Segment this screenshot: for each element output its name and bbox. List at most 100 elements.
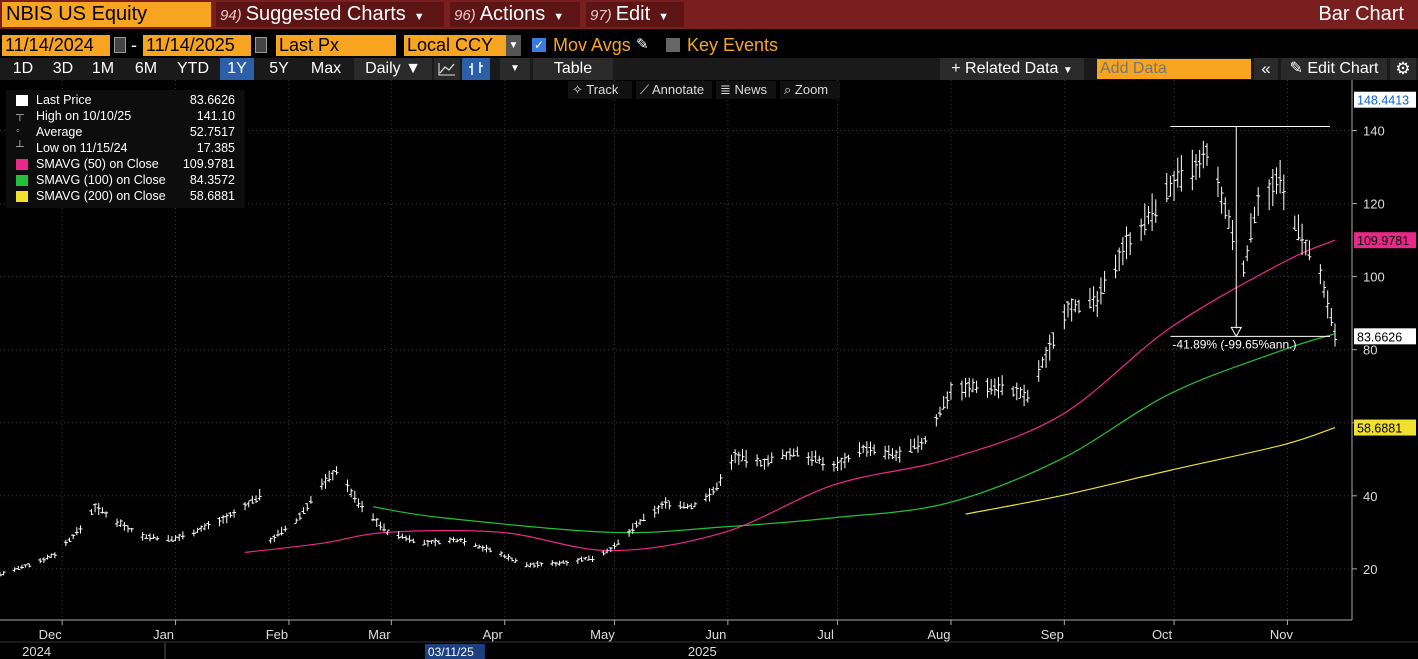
legend-value: 141.10 (196, 109, 235, 123)
annotate-tool[interactable]: ⟋ Annotate (636, 81, 712, 99)
gear-icon[interactable]: ⚙ (1390, 58, 1416, 80)
legend-name: Last Price (36, 93, 92, 107)
track-tool[interactable]: ✧ Track (568, 81, 632, 99)
menu-number: 97) (590, 7, 612, 24)
checkbox-checked-icon[interactable]: ✓ (532, 38, 546, 52)
legend-swatch (16, 159, 28, 170)
price-bar (1333, 323, 1337, 347)
checkbox-unchecked-icon[interactable] (666, 38, 680, 52)
annotation-label: -41.89% (-99.65%ann.) (1172, 337, 1296, 351)
y-value-tag-bg (1354, 91, 1416, 108)
legend-row[interactable]: Last Price 83.6626 (6, 92, 245, 108)
x-month-label: Mar (368, 627, 391, 642)
legend-row[interactable]: ┴ Low on 11/15/24 17.385 (6, 140, 245, 156)
price-field-select[interactable]: Last Px (276, 35, 396, 56)
price-bar (429, 539, 434, 544)
price-bar (612, 542, 617, 550)
price-bar (100, 507, 105, 514)
price-bar (67, 537, 72, 542)
period-button-6m[interactable]: 6M (134, 60, 158, 77)
legend-name: Low on 11/15/24 (36, 141, 128, 155)
avg-marker-icon: ◦ (16, 125, 20, 137)
price-bar (455, 538, 460, 543)
bar-chart-icon[interactable] (462, 58, 490, 80)
pencil-icon[interactable]: ✎ (636, 36, 649, 53)
table-button[interactable]: Table (533, 58, 613, 80)
frequency-select[interactable]: Daily ▼ (354, 58, 432, 80)
period-button-ytd[interactable]: YTD (177, 60, 209, 77)
legend-row[interactable]: SMAVG (200) on Close 58.6881 (6, 188, 245, 204)
price-bar (1062, 304, 1067, 330)
price-bar (268, 537, 273, 544)
price-bar (890, 448, 895, 460)
related-data-button[interactable]: + Related Data ▼ (940, 58, 1084, 80)
period-button-3d[interactable]: 3D (52, 60, 74, 77)
period-button-5y[interactable]: 5Y (269, 60, 289, 77)
price-bar (740, 448, 745, 462)
calendar-icon[interactable] (114, 37, 126, 53)
price-bar (974, 380, 979, 393)
start-date-input[interactable]: 11/14/2024 (2, 35, 110, 56)
price-bar (703, 493, 708, 502)
price-bar (627, 528, 632, 537)
price-bar (1018, 386, 1023, 399)
price-bar (916, 435, 921, 453)
price-bar (736, 451, 741, 465)
collapse-double-chevron-icon[interactable]: « (1254, 58, 1278, 80)
price-bar (23, 564, 28, 568)
price-bar (948, 382, 953, 400)
price-bar (1219, 186, 1224, 214)
legend-row[interactable]: ┬ High on 10/10/25 141.10 (6, 108, 245, 124)
add-data-input[interactable] (1097, 59, 1251, 79)
price-bar (352, 490, 357, 503)
caret-down-icon: ▼ (1062, 65, 1073, 76)
price-bar (1179, 155, 1184, 192)
price-bar (616, 539, 621, 546)
line-chart-icon[interactable] (434, 58, 460, 80)
zoom-tool[interactable]: ⌕ Zoom (780, 81, 840, 99)
ticker-field[interactable]: NBIS US Equity (2, 2, 211, 27)
key-events-label[interactable]: Key Events (687, 35, 779, 55)
price-bar (970, 378, 975, 393)
price-bar (1175, 157, 1180, 188)
price-bar (1215, 166, 1220, 198)
price-bar (129, 528, 134, 532)
price-bar (886, 445, 891, 460)
legend-row[interactable]: SMAVG (50) on Close 109.9781 (6, 156, 245, 172)
legend-row[interactable]: SMAVG (100) on Close 84.3572 (6, 172, 245, 188)
period-button-1y[interactable]: 1Y (220, 58, 254, 80)
price-bar (575, 558, 580, 564)
price-bar (246, 500, 251, 508)
chart-type-title: Bar Chart (1318, 3, 1404, 25)
price-bar (1091, 286, 1096, 312)
period-button-max[interactable]: Max (310, 60, 342, 77)
end-date-input[interactable]: 11/14/2025 (143, 35, 251, 56)
chevron-down-icon[interactable]: ▼ (506, 35, 521, 56)
price-bar (1040, 356, 1045, 369)
price-bar (275, 529, 280, 537)
price-bar (685, 503, 690, 509)
price-bar (872, 444, 877, 455)
price-bar (1044, 346, 1049, 368)
price-bar (1274, 167, 1279, 195)
chart-style-dropdown[interactable]: ▼ (500, 58, 530, 80)
price-bar (232, 509, 237, 518)
currency-select[interactable]: Local CCY (404, 35, 506, 56)
x-month-label: Aug (927, 627, 950, 642)
price-bar (788, 447, 793, 461)
price-bar (564, 560, 569, 566)
price-bar (1252, 206, 1257, 224)
mov-avgs-label[interactable]: Mov Avgs (553, 35, 631, 55)
news-tool[interactable]: ≣ News (716, 81, 776, 99)
legend-value: 17.385 (196, 141, 235, 155)
price-bar (96, 503, 101, 516)
period-button-1m[interactable]: 1M (91, 60, 115, 77)
period-button-1d[interactable]: 1D (12, 60, 34, 77)
price-bar (1168, 175, 1173, 197)
menu-actions[interactable]: 96) Actions ▼ (450, 2, 580, 27)
legend-row[interactable]: ◦ Average 52.7517 (6, 124, 245, 140)
menu-edit[interactable]: 97) Edit ▼ (586, 2, 684, 27)
menu-suggested-charts[interactable]: 94) Suggested Charts ▼ (216, 2, 444, 27)
edit-chart-button[interactable]: ✎ Edit Chart (1281, 58, 1387, 80)
calendar-icon[interactable] (255, 37, 267, 53)
